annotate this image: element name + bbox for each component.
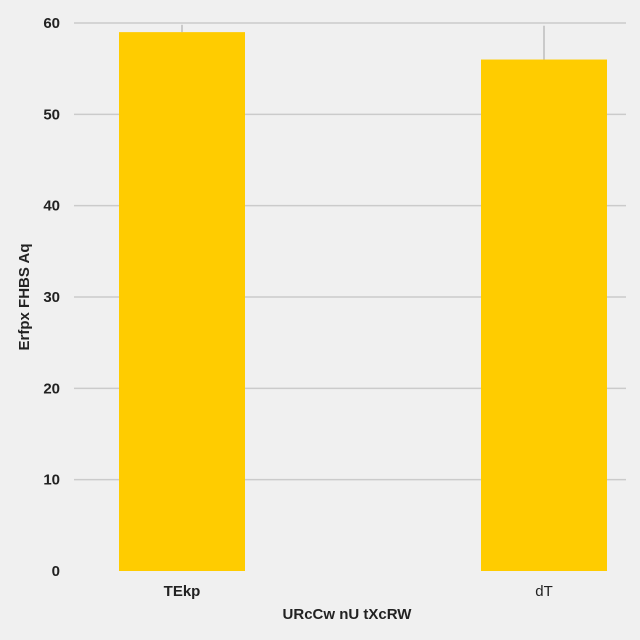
bars [119,32,607,572]
y-tick-label: 60 [43,15,60,32]
y-tick-label: 0 [52,563,60,580]
x-axis-title: URcCw nU tXcRW [283,606,413,623]
x-tick-label: TEkp [164,583,201,600]
error-bars [181,24,545,60]
y-tick-label: 20 [43,380,60,397]
x-tick-labels: TEkp dT [164,583,553,600]
bar-dT [481,59,607,572]
x-tick-label: dT [535,583,553,600]
bar-TEkp [119,32,245,571]
y-tick-label: 10 [43,472,60,489]
y-tick-label: 30 [43,289,60,306]
y-tick-label: 40 [43,198,60,215]
y-tick-labels: 0 10 20 30 40 50 60 [43,15,60,580]
y-axis-title: Erfpx FHBS Aq [16,244,33,351]
y-tick-label: 50 [43,106,60,123]
